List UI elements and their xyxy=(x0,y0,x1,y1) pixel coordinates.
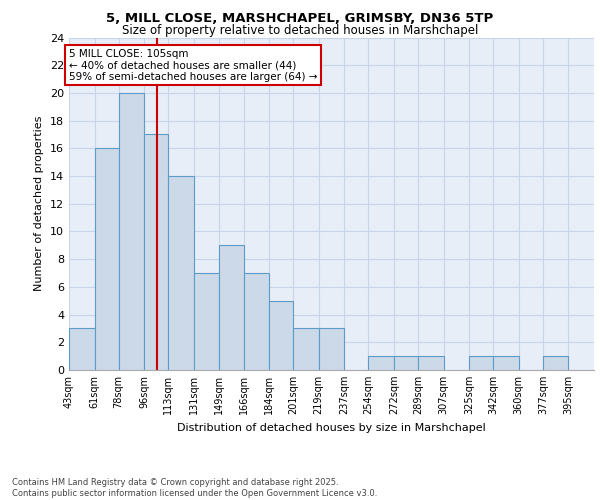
Bar xyxy=(220,246,244,370)
X-axis label: Distribution of detached houses by size in Marshchapel: Distribution of detached houses by size … xyxy=(177,422,486,432)
Bar xyxy=(244,273,269,370)
Bar xyxy=(418,356,443,370)
Bar xyxy=(95,148,119,370)
Bar xyxy=(543,356,568,370)
Bar xyxy=(394,356,418,370)
Text: Contains HM Land Registry data © Crown copyright and database right 2025.
Contai: Contains HM Land Registry data © Crown c… xyxy=(12,478,377,498)
Bar xyxy=(319,328,344,370)
Bar xyxy=(194,273,220,370)
Text: Size of property relative to detached houses in Marshchapel: Size of property relative to detached ho… xyxy=(122,24,478,37)
Text: 5 MILL CLOSE: 105sqm
← 40% of detached houses are smaller (44)
59% of semi-detac: 5 MILL CLOSE: 105sqm ← 40% of detached h… xyxy=(69,48,317,82)
Bar xyxy=(368,356,394,370)
Bar xyxy=(169,176,194,370)
Bar xyxy=(493,356,519,370)
Bar xyxy=(119,93,144,370)
Text: 5, MILL CLOSE, MARSHCHAPEL, GRIMSBY, DN36 5TP: 5, MILL CLOSE, MARSHCHAPEL, GRIMSBY, DN3… xyxy=(106,12,494,26)
Bar xyxy=(144,134,169,370)
Y-axis label: Number of detached properties: Number of detached properties xyxy=(34,116,44,292)
Bar xyxy=(469,356,493,370)
Bar xyxy=(293,328,319,370)
Bar xyxy=(269,300,293,370)
Bar xyxy=(69,328,95,370)
